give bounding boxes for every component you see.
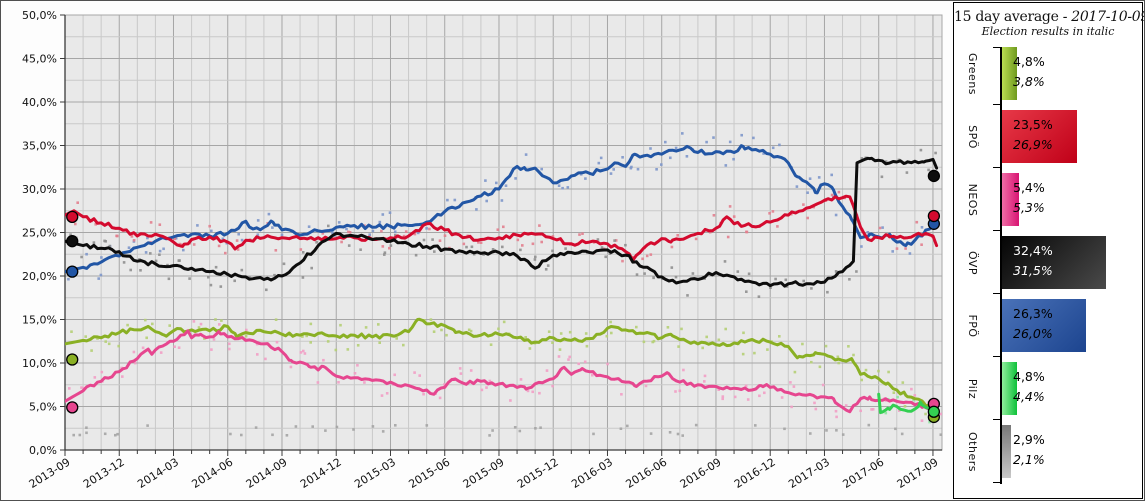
panel-title: 15 day average - 2017-10-09 xyxy=(954,9,1145,25)
legend-panel: 15 day average - 2017-10-09 Election res… xyxy=(953,2,1145,499)
party-values: 26,3% 26,0% xyxy=(1013,304,1053,344)
party-values: 23,5% 26,9% xyxy=(1013,115,1053,155)
party-result-value: 4,4% xyxy=(1013,389,1045,404)
party-values: 32,4% 31,5% xyxy=(1013,241,1053,281)
party-result-value: 5,3% xyxy=(1013,200,1045,215)
party-result-value: 2,1% xyxy=(1013,452,1045,467)
panel-title-date: - 2017-10-09 xyxy=(1062,9,1145,25)
party-result-value: 3,8% xyxy=(1013,74,1045,89)
party-color-bar xyxy=(1002,173,1020,226)
party-name: SPÖ xyxy=(966,124,979,149)
svg-text:2014-12: 2014-12 xyxy=(298,456,344,491)
svg-text:35,0%: 35,0% xyxy=(22,140,57,153)
svg-text:15,0%: 15,0% xyxy=(22,314,57,327)
legend-axis-tick xyxy=(993,293,1002,294)
party-row: Others 2,9% 2,1% xyxy=(966,425,1142,478)
svg-text:40,0%: 40,0% xyxy=(22,96,57,109)
svg-text:2017-09: 2017-09 xyxy=(895,456,941,491)
party-color-bar xyxy=(1002,110,1078,163)
svg-text:50,0%: 50,0% xyxy=(22,9,57,22)
svg-text:2014-06: 2014-06 xyxy=(189,456,235,491)
legend-axis-tick xyxy=(993,356,1002,357)
party-result-value: 26,9% xyxy=(1013,137,1053,152)
svg-text:2016-03: 2016-03 xyxy=(569,456,615,491)
svg-text:2016-09: 2016-09 xyxy=(678,456,724,491)
party-name: FPÖ xyxy=(966,313,979,338)
svg-text:2017-06: 2017-06 xyxy=(840,456,886,491)
svg-text:2014-09: 2014-09 xyxy=(244,456,290,491)
svg-text:2013-12: 2013-12 xyxy=(81,456,127,491)
grid-lines xyxy=(64,14,943,451)
svg-text:2016-12: 2016-12 xyxy=(732,456,778,491)
party-values: 4,8% 3,8% xyxy=(1013,52,1045,92)
svg-text:2016-06: 2016-06 xyxy=(623,456,669,491)
party-result-value: 31,5% xyxy=(1013,263,1053,278)
party-row: Greens 4,8% 3,8% xyxy=(966,47,1142,100)
party-name: ÖVP xyxy=(966,250,979,275)
panel-subtitle: Election results in italic xyxy=(981,25,1115,38)
party-row: Pilz 4,8% 4,4% xyxy=(966,362,1142,415)
party-color-bar xyxy=(1002,362,1018,415)
party-name: Pilz xyxy=(966,378,979,399)
party-color-bar xyxy=(1002,236,1106,289)
party-average-value: 26,3% xyxy=(1013,306,1053,321)
legend-rows: Greens 4,8% 3,8% SPÖ 23,5% 26,9% NEOS 5,4% 5,3% Ö… xyxy=(966,47,1142,484)
party-values: 5,4% 5,3% xyxy=(1013,178,1045,218)
svg-text:5,0%: 5,0% xyxy=(29,401,57,414)
party-average-value: 23,5% xyxy=(1013,117,1053,132)
legend-axis-tick xyxy=(993,230,1002,231)
svg-text:45,0%: 45,0% xyxy=(22,53,57,66)
trend-lines xyxy=(65,144,939,415)
legend-axis-tick xyxy=(993,47,1002,48)
panel-title-text: 15 day average xyxy=(954,9,1059,25)
party-values: 4,8% 4,4% xyxy=(1013,367,1045,407)
svg-text:10,0%: 10,0% xyxy=(22,357,57,370)
polling-chart-svg: 0,0% 5,0% 10,0% 15,0% 20,0% 25,0% 30,0% 35,0% 40… xyxy=(22,9,943,491)
legend-axis-tick xyxy=(993,104,1002,105)
party-average-value: 4,8% xyxy=(1013,369,1045,384)
party-average-value: 4,8% xyxy=(1013,54,1045,69)
party-row: NEOS 5,4% 5,3% xyxy=(966,173,1142,226)
svg-text:2013-09: 2013-09 xyxy=(27,456,73,491)
party-color-bar xyxy=(1002,299,1087,352)
party-values: 2,9% 2,1% xyxy=(1013,430,1045,470)
svg-text:25,0%: 25,0% xyxy=(22,227,57,240)
svg-text:2014-03: 2014-03 xyxy=(135,456,181,491)
svg-text:0,0%: 0,0% xyxy=(29,444,57,457)
party-average-value: 5,4% xyxy=(1013,180,1045,195)
legend-axis-tick xyxy=(993,167,1002,168)
party-name: Others xyxy=(966,431,979,472)
svg-text:20,0%: 20,0% xyxy=(22,270,57,283)
svg-text:30,0%: 30,0% xyxy=(22,183,57,196)
party-color-bar xyxy=(1002,47,1018,100)
svg-text:2015-09: 2015-09 xyxy=(461,456,507,491)
party-row: ÖVP 32,4% 31,5% xyxy=(966,236,1142,289)
party-row: FPÖ 26,3% 26,0% xyxy=(966,299,1142,352)
election-result-dots xyxy=(66,169,941,424)
party-name: NEOS xyxy=(966,183,979,216)
party-average-value: 2,9% xyxy=(1013,432,1045,447)
party-average-value: 32,4% xyxy=(1013,243,1053,258)
party-color-bar xyxy=(1002,425,1012,478)
svg-text:2015-12: 2015-12 xyxy=(515,456,561,491)
svg-text:2015-03: 2015-03 xyxy=(352,456,398,491)
svg-text:2017-03: 2017-03 xyxy=(786,456,832,491)
party-result-value: 26,0% xyxy=(1013,326,1053,341)
party-name: Greens xyxy=(966,52,979,95)
legend-axis-tick xyxy=(993,419,1002,420)
party-row: SPÖ 23,5% 26,9% xyxy=(966,110,1142,163)
svg-text:2015-06: 2015-06 xyxy=(406,456,452,491)
polling-chart-area: 0,0% 5,0% 10,0% 15,0% 20,0% 25,0% 30,0% 35,0% 40… xyxy=(1,1,953,500)
legend-axis-tick xyxy=(993,482,1002,483)
